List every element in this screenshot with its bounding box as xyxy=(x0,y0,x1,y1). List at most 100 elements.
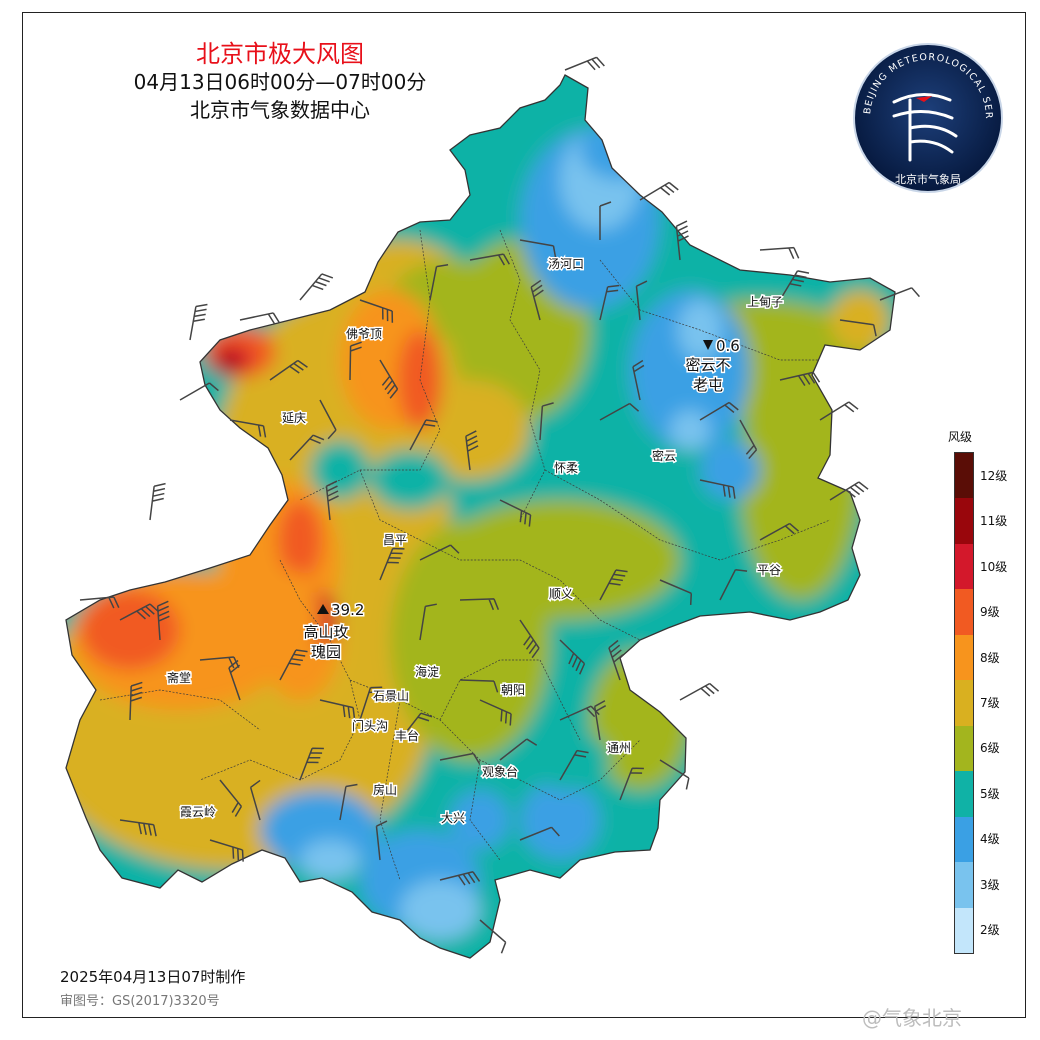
wind-barb xyxy=(249,779,261,821)
wind-barb xyxy=(559,705,600,721)
wind-barb xyxy=(419,603,437,641)
legend-level-label: 2级 xyxy=(980,923,1000,938)
legend-swatch xyxy=(955,725,973,772)
wind-barb xyxy=(639,181,679,201)
legend-level-label: 10级 xyxy=(980,559,1008,574)
wind-barb xyxy=(699,479,736,499)
wind-barb xyxy=(559,639,586,675)
wind-barb xyxy=(599,402,640,421)
legend-swatch xyxy=(955,816,973,863)
legend-swatch xyxy=(955,907,973,953)
wind-barb xyxy=(699,401,739,421)
wind-barb xyxy=(359,686,383,721)
wind-barb xyxy=(608,639,624,681)
legend-swatch xyxy=(955,634,973,681)
legend-swatch xyxy=(955,453,973,499)
wind-barb xyxy=(299,747,324,781)
wind-barb xyxy=(779,270,810,301)
wind-barb xyxy=(879,287,920,301)
wind-barb xyxy=(119,603,160,621)
legend-level-label: 9级 xyxy=(980,605,1000,620)
wind-barb xyxy=(379,547,405,581)
wind-barb xyxy=(659,759,690,790)
wind-barb xyxy=(559,749,589,781)
label-shangdianzi: 上甸子 xyxy=(747,295,783,309)
wind-barb xyxy=(465,430,479,471)
wind-barb xyxy=(339,783,358,821)
label-changping: 昌平 xyxy=(383,533,407,547)
wind-barb xyxy=(459,598,500,611)
label-foyeding: 佛爷顶 xyxy=(346,327,382,341)
legend-level-label: 12级 xyxy=(980,468,1008,483)
wind-barb xyxy=(319,699,356,720)
wind-barb xyxy=(219,779,243,817)
wind-barb xyxy=(499,738,538,761)
legend-level-label: 7级 xyxy=(980,696,1000,710)
wind-barb xyxy=(839,319,877,337)
wind-barb xyxy=(539,402,554,441)
wind-barb xyxy=(759,522,800,541)
wind-barb xyxy=(419,544,460,561)
wind-barb xyxy=(599,201,612,240)
wind-barb xyxy=(279,649,308,681)
wind-barb xyxy=(679,682,720,701)
station-markers xyxy=(317,340,713,614)
max-wind-value: 39.2 xyxy=(331,601,364,619)
wind-barbs xyxy=(79,56,920,954)
legend-level-label: 11级 xyxy=(980,514,1008,529)
wind-barb xyxy=(564,56,605,71)
legend-level-label: 6级 xyxy=(980,741,1000,756)
place-labels: 汤河口 上甸子 佛爷顶 延庆 怀柔 密云 昌平 平谷 顺义 斋堂 海淀 石景山 … xyxy=(165,256,784,827)
wind-barb xyxy=(469,253,510,266)
wind-barb xyxy=(325,480,339,521)
wind-barb xyxy=(719,568,748,601)
label-shijingshan: 石景山 xyxy=(373,689,409,703)
wind-barb xyxy=(359,299,394,323)
wind-barb xyxy=(519,826,560,841)
wind-barb xyxy=(269,359,308,381)
meteorological-service-logo: BEIJING METEOROLOGICAL SERVICE 北京市气象局 xyxy=(852,42,1003,193)
wind-barb xyxy=(519,239,557,258)
wind-barb xyxy=(156,600,170,641)
min-station-name-line2: 老屯 xyxy=(693,376,723,394)
wind-barb xyxy=(479,699,512,726)
review-number: 审图号：GS(2017)3320号 xyxy=(60,994,220,1009)
legend-level-label: 4级 xyxy=(980,832,1000,847)
label-tanghekou: 汤河口 xyxy=(548,257,584,271)
label-yanqing: 延庆 xyxy=(282,411,306,425)
label-miyun: 密云 xyxy=(652,448,676,463)
wind-barb xyxy=(759,246,800,259)
wind-barb xyxy=(619,767,644,801)
min-station-name-line1: 密云不 xyxy=(685,356,730,374)
legend-level-label: 3级 xyxy=(980,877,1000,892)
wind-barb xyxy=(209,839,244,862)
legend-title: 风级 xyxy=(948,430,973,444)
wind-barb xyxy=(519,619,540,659)
label-haidian: 海淀 xyxy=(415,664,439,679)
weibo-watermark: @气象北京 xyxy=(862,1006,962,1030)
wind-barb xyxy=(779,371,821,386)
wind-barb xyxy=(299,273,334,301)
label-zhaitang: 斋堂 xyxy=(167,670,191,685)
wind-barb xyxy=(129,681,143,721)
wind-barb xyxy=(189,303,208,341)
wind-barb xyxy=(239,312,281,325)
legend-swatch xyxy=(955,771,973,817)
label-fengtai: 丰台 xyxy=(395,728,419,743)
agency-name: 北京市气象数据中心 xyxy=(190,98,370,122)
map-title: 北京市极大风图 xyxy=(196,40,364,68)
label-chaoyang: 朝阳 xyxy=(501,683,525,697)
extreme-labels: 39.2 高山玫 瑰园 0.6 密云不 老屯 xyxy=(302,336,741,663)
label-xiayunling: 霞云岭 xyxy=(180,805,216,819)
max-station-name-line1: 高山玫 xyxy=(303,623,348,641)
wind-barb xyxy=(429,264,449,301)
wind-barb xyxy=(375,820,388,861)
wind-barb xyxy=(439,871,481,886)
wind-barb xyxy=(399,712,433,741)
wind-barb xyxy=(635,280,648,321)
wind-barb xyxy=(479,919,507,954)
legend-swatch xyxy=(955,498,973,544)
min-wind-value: 0.6 xyxy=(716,337,740,355)
wind-barb xyxy=(319,399,337,440)
wind-barb xyxy=(229,419,267,438)
